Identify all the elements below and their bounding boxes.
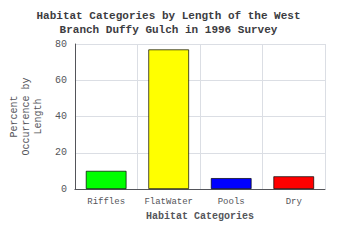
svg-text:Habitat Categories by Length o: Habitat Categories by Length of the West	[36, 10, 300, 22]
svg-text:Branch Duffy Gulch in 1996 Sur: Branch Duffy Gulch in 1996 Survey	[60, 24, 278, 36]
svg-text:40: 40	[55, 111, 67, 122]
svg-text:Habitat Categories: Habitat Categories	[146, 211, 254, 222]
svg-text:Dry: Dry	[286, 197, 303, 207]
svg-text:Riffles: Riffles	[87, 197, 125, 207]
svg-text:FlatWater: FlatWater	[144, 197, 193, 207]
svg-text:Pools: Pools	[218, 197, 245, 207]
svg-text:60: 60	[55, 75, 67, 86]
svg-text:Occurrence by: Occurrence by	[21, 77, 32, 155]
svg-text:Length: Length	[33, 98, 44, 134]
svg-text:0: 0	[61, 184, 67, 195]
svg-text:20: 20	[55, 147, 67, 158]
svg-text:Percent: Percent	[9, 95, 20, 137]
svg-text:80: 80	[55, 39, 67, 50]
